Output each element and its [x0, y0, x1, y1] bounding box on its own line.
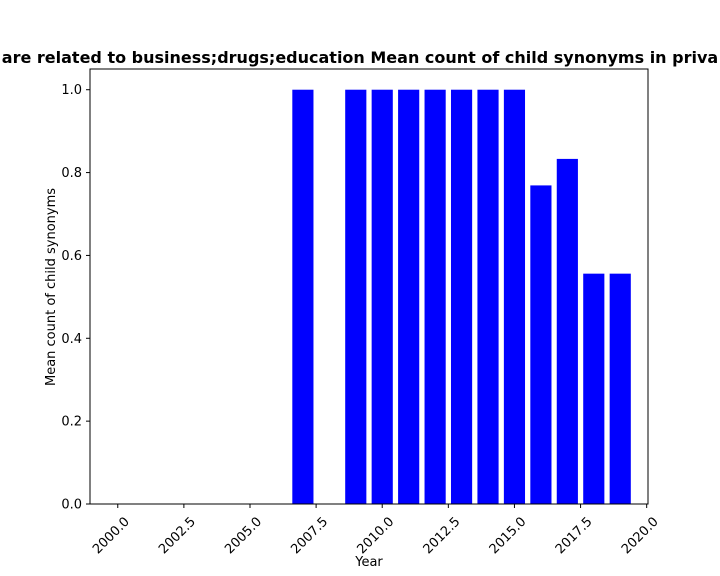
y-tick-label: 0.6 — [61, 249, 82, 264]
x-tick-label: 2015.0 — [487, 514, 530, 557]
bar-2012 — [424, 89, 446, 505]
chart-title: are related to business;drugs;education … — [2, 48, 718, 67]
y-axis-label: Mean count of child synonyms — [44, 188, 59, 386]
bar-2015 — [503, 89, 526, 505]
x-axis: 2000.0 2002.5 2005.0 2007.5 2010.0 2012.5 2015… — [90, 504, 662, 557]
plot-frame — [89, 68, 649, 505]
bar-2017 — [556, 158, 578, 504]
bar-2007 — [292, 89, 314, 505]
x-tick-label: 2000.0 — [90, 514, 133, 557]
x-tick-label: 2020.0 — [619, 514, 662, 557]
bar-2013 — [450, 89, 473, 505]
y-axis: 0.0 0.2 0.4 0.6 0.8 1.0 — [61, 83, 90, 513]
x-tick-label: 2017.5 — [553, 514, 596, 557]
bars-group — [292, 89, 631, 505]
x-axis-label: Year — [354, 555, 383, 570]
y-tick-label: 0.2 — [61, 415, 82, 430]
bar-2011 — [398, 89, 420, 505]
x-tick-label: 2007.5 — [288, 514, 331, 557]
bar-2010 — [371, 89, 393, 505]
bar-2018 — [583, 273, 605, 504]
x-tick-label: 2012.5 — [421, 514, 464, 557]
x-tick-label: 2002.5 — [156, 514, 199, 557]
y-tick-label: 0.4 — [61, 332, 82, 347]
y-tick-label: 0.0 — [61, 498, 82, 513]
bar-2016 — [530, 185, 552, 504]
x-tick-label: 2010.0 — [354, 514, 397, 557]
bar-2009 — [345, 89, 367, 505]
y-tick-label: 0.8 — [61, 166, 82, 181]
x-tick-label: 2005.0 — [222, 514, 265, 557]
bar-2019 — [609, 273, 631, 504]
bar-2014 — [477, 89, 499, 505]
y-tick-label: 1.0 — [61, 83, 82, 98]
